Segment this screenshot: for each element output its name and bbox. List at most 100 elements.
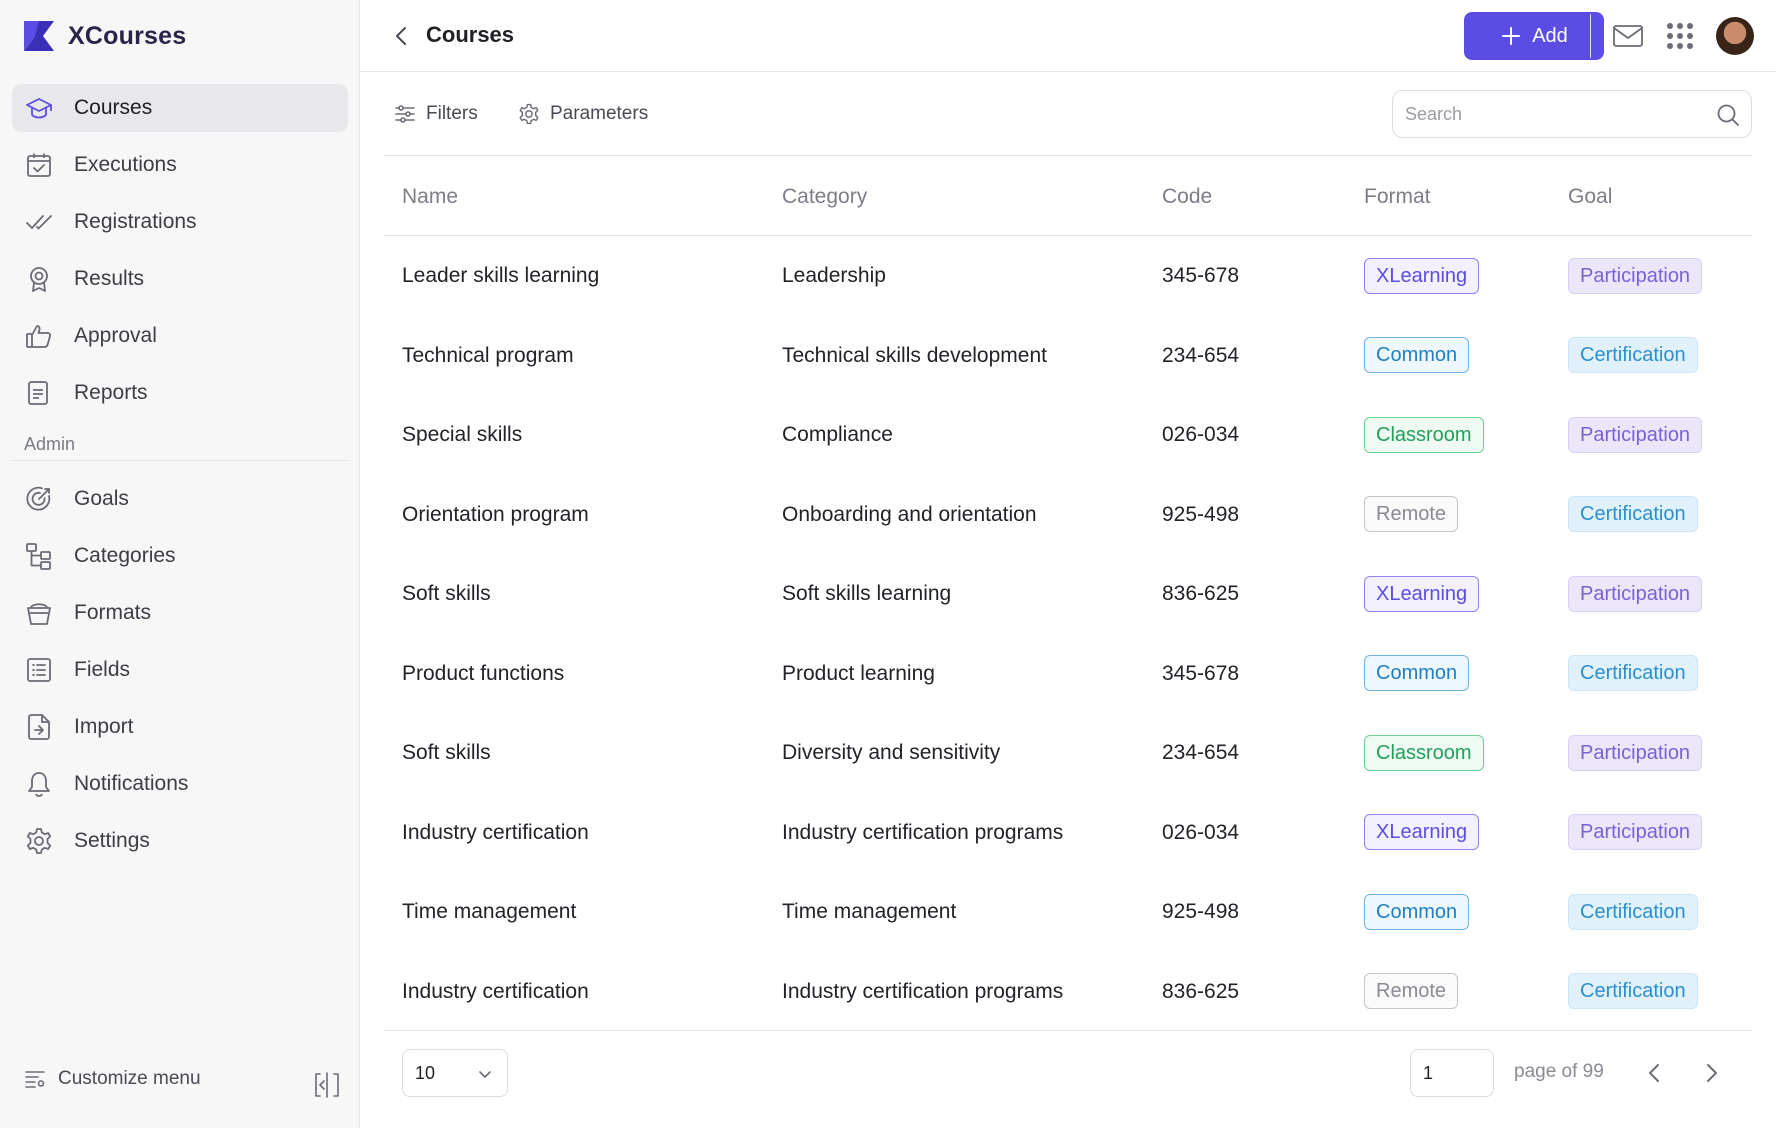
goal-badge: Certification xyxy=(1568,973,1698,1010)
sidebar-item-registrations[interactable]: Registrations xyxy=(12,198,348,246)
sidebar-item-label: Categories xyxy=(74,544,176,567)
cell-format: Classroom xyxy=(1364,713,1484,793)
sidebar-nav: Courses Executions Registrations Results… xyxy=(12,84,348,874)
customize-menu-button[interactable]: Customize menu xyxy=(24,1068,201,1090)
chevron-left-icon[interactable] xyxy=(388,22,416,50)
cell-format: Common xyxy=(1364,634,1470,714)
cell-goal: Participation xyxy=(1568,793,1703,873)
collapse-sidebar-icon[interactable] xyxy=(312,1070,342,1100)
table-row[interactable]: Technical program Technical skills develo… xyxy=(384,316,1752,396)
gear-icon xyxy=(24,826,54,856)
format-badge: Common xyxy=(1364,337,1470,374)
bucket-icon xyxy=(24,598,54,628)
top-header: Courses Add xyxy=(360,0,1776,72)
cell-code: 234-654 xyxy=(1162,343,1240,367)
column-header-code[interactable]: Code xyxy=(1162,185,1213,208)
column-header-goal[interactable]: Goal xyxy=(1568,185,1613,208)
cell-code: 026-034 xyxy=(1162,423,1240,446)
page-count-label: page of 99 xyxy=(1514,1061,1604,1082)
chevron-left-icon[interactable] xyxy=(1638,1057,1670,1089)
goal-badge: Participation xyxy=(1568,814,1703,851)
sidebar-item-import[interactable]: Import xyxy=(12,703,348,751)
sidebar-item-label: Notifications xyxy=(74,772,189,795)
cell-code: 836-625 xyxy=(1162,979,1240,1003)
cell-name: Soft skills xyxy=(402,582,491,605)
sidebar-item-label: Approval xyxy=(74,324,157,347)
cell-category: Industry certification programs xyxy=(782,979,1064,1003)
goal-badge: Certification xyxy=(1568,655,1698,692)
table-row[interactable]: Industry certification Industry certifica… xyxy=(384,952,1752,1032)
search-box xyxy=(1392,90,1752,138)
sidebar-item-results[interactable]: Results xyxy=(12,255,348,303)
format-badge: XLearning xyxy=(1364,257,1480,294)
sidebar-item-goals[interactable]: Goals xyxy=(12,475,348,523)
sidebar-item-settings[interactable]: Settings xyxy=(12,817,348,865)
cell-name: Orientation program xyxy=(402,502,589,526)
rows-per-page-select[interactable]: 10 xyxy=(402,1049,508,1097)
cell-format: XLearning xyxy=(1364,554,1480,634)
xcourses-logo-icon xyxy=(24,21,54,51)
cell-goal: Certification xyxy=(1568,475,1698,555)
brand[interactable]: XCourses xyxy=(22,18,186,54)
sidebar-item-reports[interactable]: Reports xyxy=(12,369,348,417)
cell-code: 345-678 xyxy=(1162,264,1240,287)
cell-format: XLearning xyxy=(1364,236,1480,316)
avatar[interactable] xyxy=(1716,17,1754,55)
sidebar-item-label: Courses xyxy=(74,96,153,119)
table-row[interactable]: Special skills Compliance 026-034 Classroom… xyxy=(384,395,1752,475)
sidebar-item-executions[interactable]: Executions xyxy=(12,141,348,189)
table-row[interactable]: Soft skills Soft skills learning 836-625 XL… xyxy=(384,554,1752,634)
sidebar-item-formats[interactable]: Formats xyxy=(12,589,348,637)
goal-badge: Certification xyxy=(1568,893,1698,930)
cell-code: 234-654 xyxy=(1162,741,1240,764)
plus-icon xyxy=(1502,27,1521,45)
page-title: Courses xyxy=(426,22,515,47)
add-button[interactable]: Add xyxy=(1464,12,1604,60)
table-row[interactable]: Time management Time management 925-498 Com… xyxy=(384,872,1752,952)
filters-button[interactable]: Filters xyxy=(394,98,478,130)
calendar-check-icon xyxy=(24,150,54,180)
sidebar-item-categories[interactable]: Categories xyxy=(12,532,348,580)
cell-format: Classroom xyxy=(1364,395,1484,475)
format-badge: XLearning xyxy=(1364,814,1480,851)
column-header-category[interactable]: Category xyxy=(782,185,868,208)
chevron-right-icon[interactable] xyxy=(1696,1057,1728,1089)
cell-category: Technical skills development xyxy=(782,343,1047,367)
column-header-format[interactable]: Format xyxy=(1364,185,1431,208)
cell-goal: Certification xyxy=(1568,634,1698,714)
target-icon xyxy=(24,484,54,514)
table-row[interactable]: Orientation program Onboarding and orient… xyxy=(384,475,1752,555)
table-row[interactable]: Leader skills learning Leadership 345-678 X… xyxy=(384,236,1752,316)
mail-icon[interactable] xyxy=(1610,20,1646,52)
sidebar: XCourses Courses Executions Registration… xyxy=(0,0,360,1128)
table-row[interactable]: Product functions Product learning 345-678… xyxy=(384,634,1752,714)
sidebar-item-courses[interactable]: Courses xyxy=(12,84,348,132)
column-header-name[interactable]: Name xyxy=(402,185,459,208)
list-icon xyxy=(24,655,54,685)
cell-goal: Participation xyxy=(1568,713,1703,793)
filters-label: Filters xyxy=(426,103,478,124)
sidebar-item-notifications[interactable]: Notifications xyxy=(12,760,348,808)
table-row[interactable]: Industry certification Industry certifica… xyxy=(384,793,1752,873)
cell-code: 026-034 xyxy=(1162,820,1240,844)
format-badge: Remote xyxy=(1364,973,1459,1010)
parameters-button[interactable]: Parameters xyxy=(518,98,648,130)
table-row[interactable]: Soft skills Diversity and sensitivity 234-… xyxy=(384,713,1752,793)
sidebar-item-label: Goals xyxy=(74,487,129,510)
cell-category: Leadership xyxy=(782,264,886,287)
cell-goal: Certification xyxy=(1568,952,1698,1032)
search-icon[interactable] xyxy=(1715,102,1741,128)
parameters-label: Parameters xyxy=(550,103,649,124)
graduation-cap-icon xyxy=(24,93,54,123)
cell-format: XLearning xyxy=(1364,793,1480,873)
apps-grid-icon[interactable] xyxy=(1664,20,1696,52)
sidebar-item-label: Import xyxy=(74,715,134,738)
search-input[interactable] xyxy=(1405,91,1705,137)
sidebar-item-label: Registrations xyxy=(74,210,197,233)
cell-category: Compliance xyxy=(782,423,893,446)
file-import-icon xyxy=(24,712,54,742)
sidebar-item-fields[interactable]: Fields xyxy=(12,646,348,694)
sidebar-item-approval[interactable]: Approval xyxy=(12,312,348,360)
cell-category: Time management xyxy=(782,900,957,923)
page-number-input[interactable] xyxy=(1410,1049,1494,1097)
